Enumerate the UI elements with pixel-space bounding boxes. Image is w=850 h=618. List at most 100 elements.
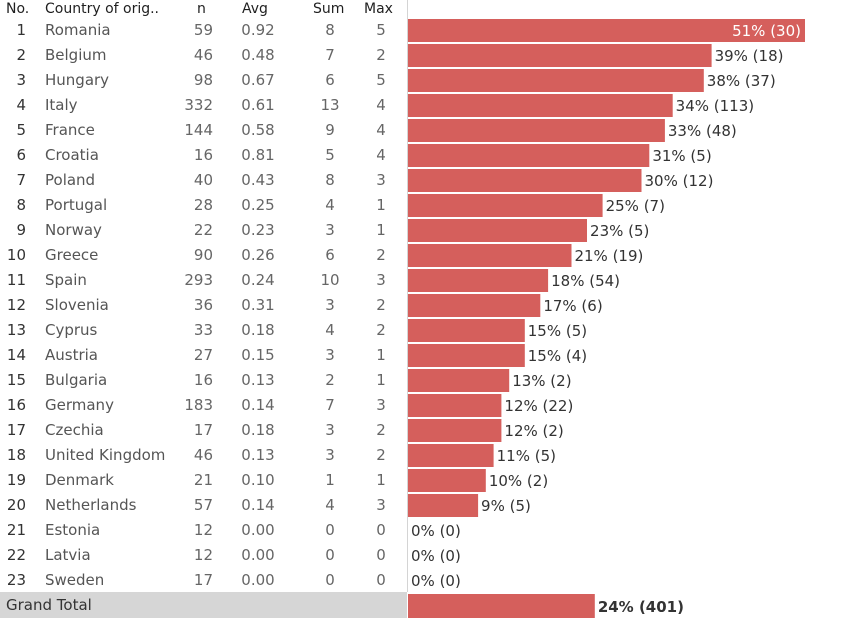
bar-label: 13% (2) (512, 372, 571, 390)
bar-italy (408, 94, 673, 117)
avg-value: 0.13 (241, 371, 275, 389)
row-number: 20 (6, 496, 26, 514)
bar-croatia (408, 144, 650, 167)
avg-value: 0.10 (241, 471, 275, 489)
sum-value: 0 (325, 546, 335, 564)
avg-value: 0.58 (241, 121, 275, 139)
country-name: Hungary (45, 71, 110, 89)
sum-value: 7 (325, 396, 335, 414)
table-row: 10 Greece 90 0.26 6 2 (0, 243, 407, 268)
grand-total-row: Grand Total (0, 592, 850, 618)
n-value: 46 (193, 46, 213, 64)
n-value: 33 (193, 321, 213, 339)
max-value: 1 (376, 371, 386, 389)
table-row: 11 Spain 293 0.24 10 3 (0, 268, 407, 293)
max-value: 2 (376, 296, 386, 314)
sum-value: 7 (325, 46, 335, 64)
n-value: 59 (193, 21, 213, 39)
avg-value: 0.24 (241, 271, 275, 289)
avg-value: 0.00 (241, 546, 275, 564)
row-number: 3 (16, 71, 26, 89)
sum-value: 8 (325, 21, 335, 39)
row-number: 14 (6, 346, 26, 364)
n-value: 332 (184, 96, 213, 114)
country-name: Bulgaria (45, 371, 108, 389)
sum-value: 10 (320, 271, 340, 289)
bar-label: 39% (18) (715, 47, 784, 65)
bar-norway (408, 219, 587, 242)
row-number: 18 (6, 446, 26, 464)
avg-value: 0.81 (241, 146, 275, 164)
sum-value: 8 (325, 171, 335, 189)
table-row: 23 Sweden 17 0.00 0 0 (0, 568, 407, 593)
avg-value: 0.15 (241, 346, 275, 364)
n-value: 36 (193, 296, 213, 314)
sum-value: 3 (325, 421, 335, 439)
max-value: 3 (376, 171, 386, 189)
country-name: Portugal (45, 196, 108, 214)
n-value: 12 (193, 521, 213, 539)
sum-value: 3 (325, 221, 335, 239)
sum-value: 4 (325, 196, 335, 214)
table-row: 21 Estonia 12 0.00 0 0 (0, 518, 407, 543)
table-row: 13 Cyprus 33 0.18 4 2 (0, 318, 407, 343)
row-number: 8 (16, 196, 26, 214)
row-number: 2 (16, 46, 26, 64)
country-name: Latvia (45, 546, 91, 564)
bar-label: 34% (113) (676, 97, 754, 115)
row-number: 21 (6, 521, 26, 539)
avg-value: 0.14 (241, 396, 275, 414)
bar-label: 51% (30) (732, 22, 801, 40)
grand-total-background: Grand Total (0, 592, 407, 618)
max-value: 0 (376, 546, 386, 564)
bar-label: 30% (12) (645, 172, 714, 190)
bar-poland (408, 169, 642, 192)
table-row: 15 Bulgaria 16 0.13 2 1 (0, 368, 407, 393)
max-value: 3 (376, 496, 386, 514)
row-number: 10 (6, 246, 26, 264)
avg-value: 0.31 (241, 296, 275, 314)
table-row: 6 Croatia 16 0.81 5 4 (0, 143, 407, 168)
bar-greece (408, 244, 572, 267)
n-value: 144 (184, 121, 213, 139)
table-row: 16 Germany 183 0.14 7 3 (0, 393, 407, 418)
row-number: 9 (16, 221, 26, 239)
column-divider (407, 0, 408, 592)
table-row: 8 Portugal 28 0.25 4 1 (0, 193, 407, 218)
table-row: 12 Slovenia 36 0.31 3 2 (0, 293, 407, 318)
n-value: 46 (193, 446, 213, 464)
row-number: 17 (6, 421, 26, 439)
country-name: Romania (45, 21, 111, 39)
n-value: 22 (193, 221, 213, 239)
table-row: 18 United Kingdom 46 0.13 3 2 (0, 443, 407, 468)
bar-cyprus (408, 319, 525, 342)
row-number: 7 (16, 171, 26, 189)
max-value: 2 (376, 246, 386, 264)
bar-france (408, 119, 665, 142)
row-number: 1 (16, 21, 26, 39)
sum-value: 0 (325, 521, 335, 539)
max-value: 1 (376, 221, 386, 239)
n-value: 16 (193, 146, 213, 164)
row-number: 13 (6, 321, 26, 339)
table-row: 4 Italy 332 0.61 13 4 (0, 93, 407, 118)
row-number: 19 (6, 471, 26, 489)
bar-czechia (408, 419, 502, 442)
max-value: 1 (376, 471, 386, 489)
sum-value: 6 (325, 246, 335, 264)
bar-label: 15% (5) (528, 322, 587, 340)
max-value: 3 (376, 271, 386, 289)
country-name: Cyprus (45, 321, 98, 339)
header-max: Max (364, 1, 393, 17)
bar-netherlands (408, 494, 479, 517)
avg-value: 0.23 (241, 221, 275, 239)
bar-label: 23% (5) (590, 222, 649, 240)
bar-label: 0% (0) (411, 522, 461, 540)
max-value: 2 (376, 421, 386, 439)
bar-hungary (408, 69, 704, 92)
country-name: Greece (45, 246, 99, 264)
bar-romania (408, 19, 805, 42)
n-value: 16 (193, 371, 213, 389)
n-value: 293 (184, 271, 213, 289)
